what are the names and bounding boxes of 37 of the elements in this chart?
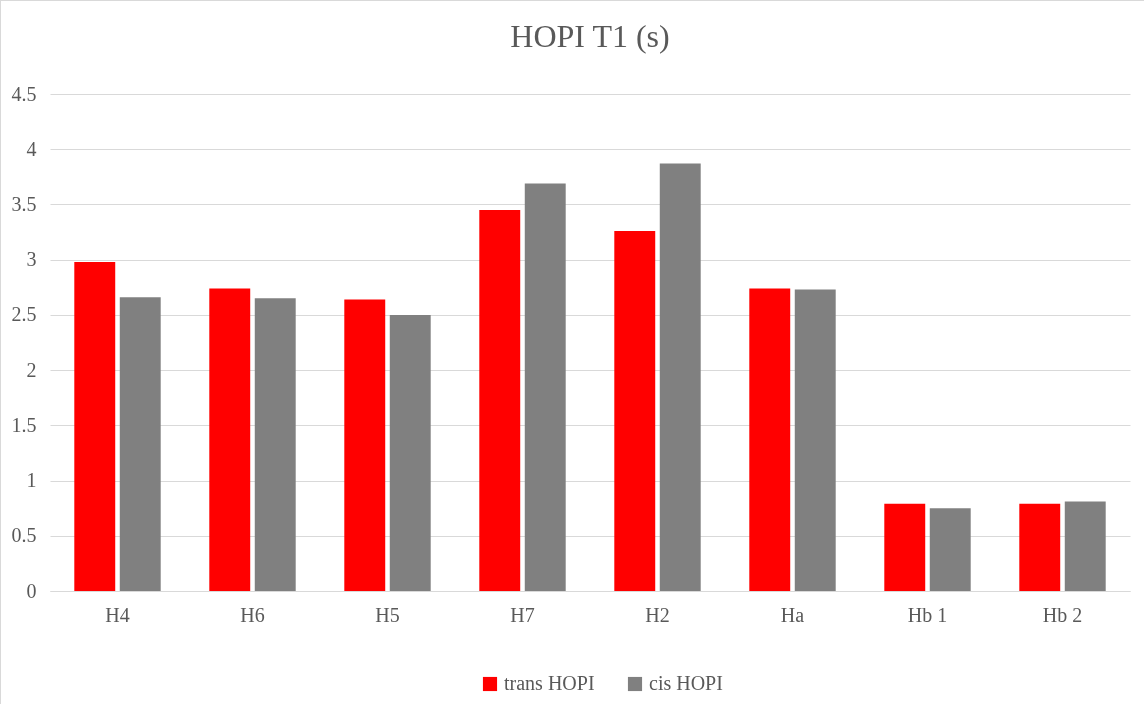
x-tick-label: H2 xyxy=(645,603,670,626)
bar xyxy=(479,209,521,591)
y-tick-label: 2 xyxy=(26,358,37,381)
y-tick-label: 1 xyxy=(26,469,37,492)
bar xyxy=(614,230,656,591)
chart-title: HOPI T1 (s) xyxy=(510,18,670,54)
y-tick-label: 4 xyxy=(26,137,37,160)
x-tick-label: Hb 1 xyxy=(907,603,948,626)
legend-label: trans HOPI xyxy=(504,672,595,694)
bar xyxy=(749,288,791,591)
bar xyxy=(209,288,251,591)
legend-label: cis HOPI xyxy=(649,672,723,694)
bar xyxy=(794,289,836,591)
bar xyxy=(659,163,701,591)
bar xyxy=(389,314,431,591)
x-tick-label: H6 xyxy=(240,603,265,626)
bar xyxy=(1019,503,1061,591)
bar xyxy=(524,183,566,591)
bar xyxy=(1064,501,1106,591)
bar xyxy=(344,299,386,591)
y-tick-label: 1.5 xyxy=(11,413,37,436)
x-tick-label: H7 xyxy=(510,603,535,626)
bar xyxy=(929,508,971,591)
y-tick-label: 4.5 xyxy=(11,82,37,105)
bar xyxy=(74,261,116,591)
bar xyxy=(119,297,161,591)
x-tick-label: H5 xyxy=(375,603,400,626)
y-tick-label: 0.5 xyxy=(11,524,37,547)
x-tick-label: Hb 2 xyxy=(1042,603,1083,626)
bar xyxy=(254,298,296,591)
y-tick-label: 0 xyxy=(26,579,37,602)
y-tick-label: 3 xyxy=(26,248,37,271)
y-tick-label: 2.5 xyxy=(11,303,37,326)
y-tick-label: 3.5 xyxy=(11,192,37,215)
bar xyxy=(884,503,926,591)
x-tick-label: H4 xyxy=(105,603,130,626)
x-tick-label: Ha xyxy=(780,603,805,626)
